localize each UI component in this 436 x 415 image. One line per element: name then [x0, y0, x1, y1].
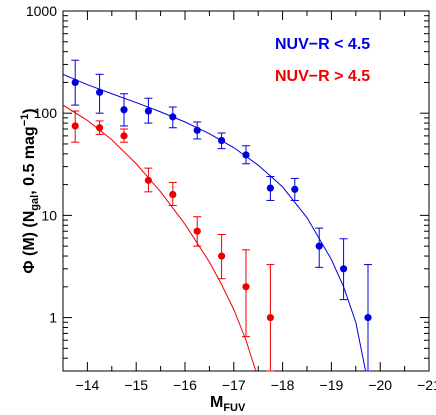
x-tick-label: −15 [124, 377, 148, 393]
data-point-1 [71, 122, 79, 130]
data-point-0 [364, 313, 372, 322]
data-point-1 [242, 283, 250, 291]
x-axis-title-sub: FUV [223, 402, 246, 414]
data-point-0 [340, 265, 348, 273]
data-point-0 [120, 106, 128, 114]
x-tick-label: −16 [173, 377, 197, 393]
y-tick-label: 1 [49, 310, 57, 326]
y-axis-title-suffix: , 0.5 mag [21, 126, 38, 194]
x-tick-label: −18 [271, 377, 295, 393]
y-axis-title-sub: gal [29, 195, 41, 211]
fit-curve-1 [63, 104, 257, 371]
y-tick-label: 10 [41, 207, 57, 223]
data-point-1 [96, 124, 104, 132]
x-tick-label: −14 [76, 377, 100, 393]
fit-curves [63, 73, 367, 371]
x-tick-label: −17 [222, 377, 246, 393]
tick-labels: −14 −15 −16 −17 −18 −19 −20 −21 1 10 100 1000 [26, 3, 436, 393]
data-point-0 [96, 88, 104, 96]
legend-entry-blue: NUV−R < 4.5 [275, 36, 370, 53]
y-axis-title-prefix: Φ (M) (N [21, 211, 38, 274]
data-point-1 [120, 132, 128, 140]
plot-frame [62, 10, 430, 372]
data-points [71, 59, 372, 372]
data-point-1 [193, 227, 201, 235]
data-point-1 [144, 176, 152, 184]
data-point-0 [144, 107, 152, 115]
data-point-0 [291, 185, 299, 193]
data-point-0 [315, 242, 323, 250]
x-tick-label: −21 [417, 377, 436, 393]
data-point-1 [266, 313, 274, 322]
data-point-1 [218, 252, 226, 260]
x-axis-title: MFUV [210, 394, 246, 414]
data-point-0 [169, 113, 177, 121]
data-point-0 [218, 136, 226, 145]
y-axis-title-sup: −1 [19, 114, 31, 127]
x-tick-label: −20 [368, 377, 392, 393]
fit-curve-0 [63, 73, 367, 371]
x-axis-title-main: M [210, 394, 223, 411]
data-point-0 [266, 184, 274, 192]
data-point-0 [71, 78, 79, 87]
y-tick-label: 100 [34, 105, 58, 121]
data-point-0 [242, 151, 250, 159]
legend-entry-red: NUV−R > 4.5 [275, 68, 370, 85]
data-point-1 [169, 190, 177, 199]
y-axis-title: Φ (M) (Ngal, 0.5 mag−1) [19, 108, 41, 273]
x-tick-label: −19 [320, 377, 344, 393]
y-axis-title-close: ) [21, 108, 38, 113]
tick-marks [63, 10, 430, 372]
data-point-0 [193, 126, 201, 134]
y-tick-label: 1000 [26, 3, 57, 19]
